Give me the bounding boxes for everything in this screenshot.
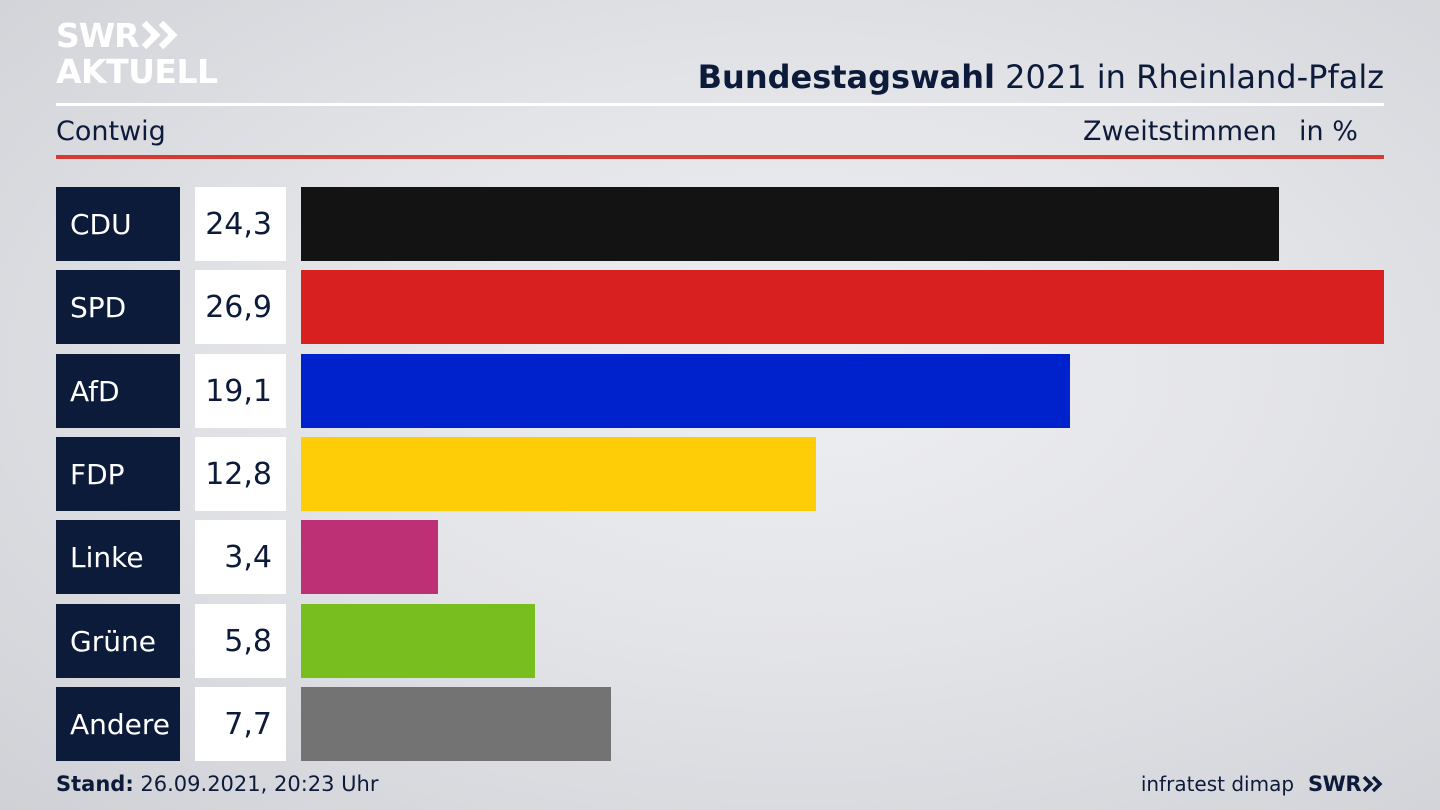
timestamp: Stand: 26.09.2021, 20:23 Uhr [56,772,379,796]
bar-spd [301,270,1384,344]
timestamp-label: Stand: [56,772,134,796]
party-label-linke: Linke [56,520,180,594]
chart-title-rest: 2021 in Rheinland-Pfalz [995,58,1384,96]
value-label-spd: 26,9 [195,270,286,344]
party-label-andere: Andere [56,687,180,761]
value-label-gruene: 5,8 [195,604,286,678]
party-label-gruene: Grüne [56,604,180,678]
source-credit: infratest dimap SWR [1141,772,1384,796]
chart-title: Bundestagswahl 2021 in Rheinland-Pfalz [698,58,1384,96]
bar-andere [301,687,611,761]
timestamp-value: 26.09.2021, 20:23 Uhr [133,772,379,796]
bar-afd [301,354,1070,428]
swr-aktuell-logo: SWR AKTUELL [56,15,218,91]
header-divider [56,103,1384,106]
double-chevron-icon [141,20,178,50]
bar-linke [301,520,438,594]
footer-swr-brand: SWR [1308,772,1361,796]
party-label-afd: AfD [56,354,180,428]
logo-swr-text: SWR [56,15,140,55]
chart-title-bold: Bundestagswahl [697,58,995,96]
party-label-cdu: CDU [56,187,180,261]
value-label-fdp: 12,8 [195,437,286,511]
bar-gruene [301,604,535,678]
bar-cdu [301,187,1279,261]
bar-fdp [301,437,816,511]
footer-chevron-icon [1362,775,1383,793]
vote-type-label: Zweitstimmen [1083,116,1277,147]
unit-label: in % [1299,116,1358,147]
value-label-linke: 3,4 [195,520,286,594]
value-label-afd: 19,1 [195,354,286,428]
accent-divider [56,155,1384,159]
value-label-andere: 7,7 [195,687,286,761]
logo-aktuell-text: AKTUELL [56,52,218,91]
party-label-spd: SPD [56,270,180,344]
source-name: infratest dimap [1140,772,1295,796]
region-name: Contwig [56,116,166,147]
party-label-fdp: FDP [56,437,180,511]
value-label-cdu: 24,3 [195,187,286,261]
